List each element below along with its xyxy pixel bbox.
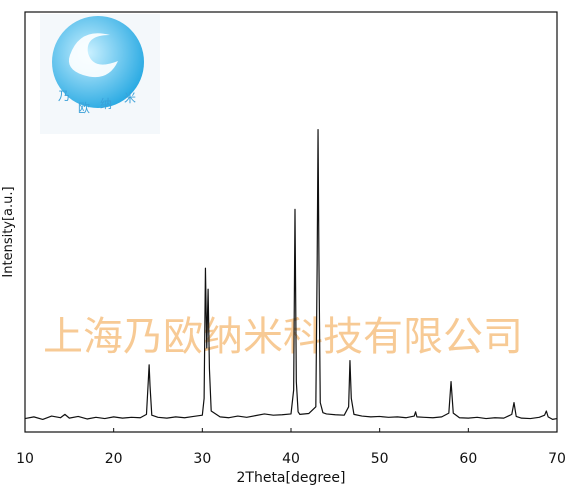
x-tick-label: 60 (459, 451, 477, 467)
x-axis-label: 2Theta[degree] (237, 470, 346, 486)
logo-text: 纳 (100, 97, 112, 111)
logo-text: 米 (124, 91, 136, 105)
x-tick-label: 20 (105, 451, 123, 467)
watermark: 上海乃欧纳米科技有限公司 (43, 314, 523, 360)
xrd-line (24, 129, 558, 420)
logo-text: 乃 (58, 89, 70, 103)
logo (40, 14, 160, 134)
x-tick-label: 30 (193, 451, 211, 467)
logo-text: 欧 (78, 101, 90, 115)
x-tick-label: 10 (16, 451, 34, 467)
x-tick-label: 40 (282, 451, 300, 467)
x-tick-label: 50 (371, 451, 389, 467)
y-axis-label: Intensity[a.u.] (1, 186, 16, 277)
x-tick-label: 70 (548, 451, 566, 467)
